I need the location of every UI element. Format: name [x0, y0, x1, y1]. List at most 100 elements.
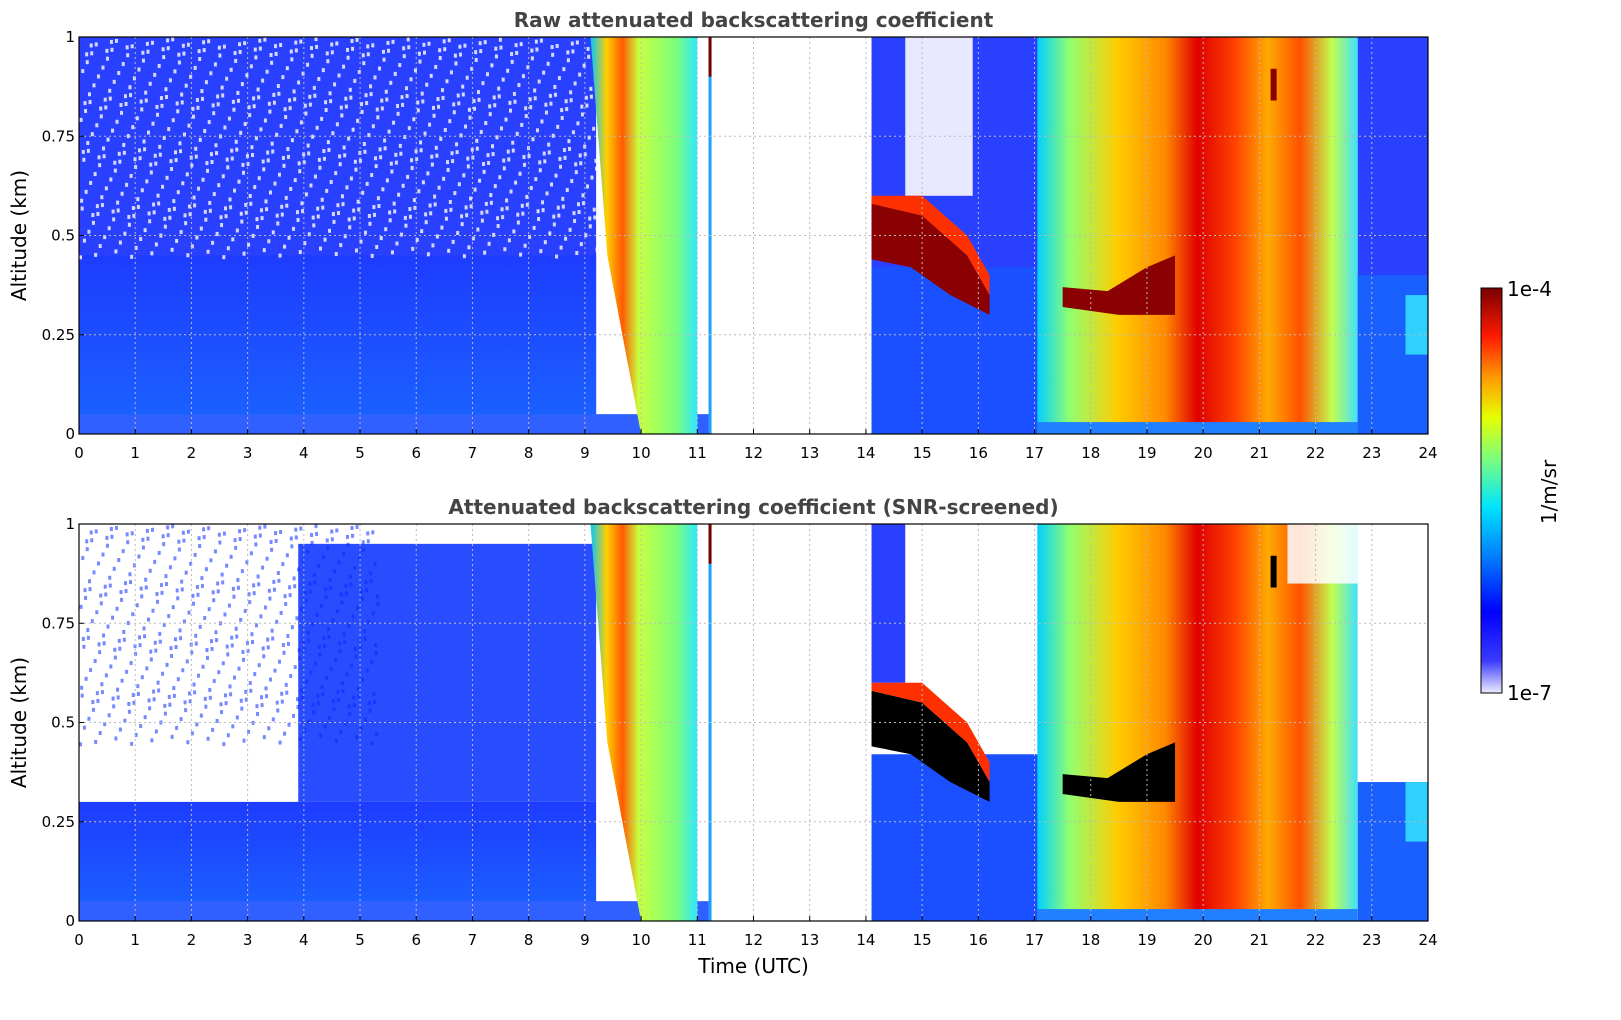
- noise-speckle: [165, 175, 169, 180]
- noise-speckle: [422, 42, 426, 47]
- noise-speckle: [89, 180, 93, 185]
- noise-speckle: [354, 248, 358, 253]
- noise-speckle: [110, 47, 114, 52]
- noise-speckle: [277, 659, 281, 664]
- noise-speckle: [335, 41, 339, 46]
- noise-speckle: [161, 671, 165, 676]
- surface-band: [79, 901, 709, 921]
- noise-speckle: [279, 610, 283, 615]
- noise-speckle: [373, 75, 377, 80]
- noise-speckle: [412, 117, 416, 122]
- noise-speckle: [267, 588, 271, 593]
- noise-speckle: [118, 727, 122, 732]
- noise-speckle: [105, 535, 109, 540]
- noise-speckle: [369, 571, 373, 576]
- noise-speckle: [216, 581, 220, 586]
- noise-speckle: [96, 211, 100, 216]
- noise-speckle: [233, 675, 237, 680]
- noise-speckle: [215, 638, 219, 643]
- noise-speckle: [86, 628, 90, 633]
- noise-speckle: [349, 663, 353, 668]
- noise-speckle: [136, 684, 140, 689]
- noise-speckle: [379, 155, 383, 160]
- noise-speckle: [108, 88, 112, 93]
- noise-speckle: [121, 549, 125, 554]
- noise-speckle: [200, 576, 204, 581]
- noise-speckle: [82, 725, 86, 730]
- noise-speckle: [480, 218, 484, 223]
- noise-speckle: [352, 216, 356, 221]
- noise-speckle: [298, 737, 302, 742]
- noise-speckle: [143, 634, 147, 639]
- noise-speckle: [94, 252, 98, 257]
- noise-speckle: [191, 106, 195, 111]
- noise-speckle: [413, 205, 417, 210]
- noise-speckle: [108, 96, 112, 101]
- noise-speckle: [260, 703, 264, 708]
- noise-speckle: [126, 540, 130, 545]
- noise-speckle: [138, 156, 142, 161]
- noise-speckle: [297, 80, 301, 85]
- noise-speckle: [551, 52, 555, 57]
- noise-speckle: [94, 42, 98, 47]
- noise-speckle: [511, 140, 515, 145]
- noise-speckle: [551, 133, 555, 138]
- noise-speckle: [113, 647, 117, 652]
- noise-speckle: [103, 97, 107, 102]
- noise-speckle: [285, 553, 289, 558]
- noise-speckle: [318, 165, 322, 170]
- noise-speckle: [464, 205, 468, 210]
- noise-speckle: [109, 39, 113, 44]
- noise-speckle: [227, 603, 231, 608]
- noise-speckle: [232, 594, 236, 599]
- noise-speckle: [149, 170, 153, 175]
- noise-speckle: [111, 615, 115, 620]
- noise-speckle: [132, 563, 136, 568]
- noise-speckle: [115, 606, 119, 611]
- noise-speckle: [112, 566, 116, 571]
- noise-speckle: [409, 77, 413, 82]
- noise-speckle: [179, 717, 183, 722]
- noise-speckle: [257, 176, 261, 181]
- noise-speckle: [157, 688, 161, 693]
- noise-speckle: [191, 593, 195, 598]
- noise-speckle: [563, 155, 567, 160]
- noise-speckle: [194, 154, 198, 159]
- noise-speckle: [153, 153, 157, 158]
- noise-speckle: [301, 209, 305, 214]
- noise-speckle: [249, 688, 253, 693]
- noise-speckle: [327, 634, 331, 639]
- noise-speckle: [98, 163, 102, 168]
- noise-speckle: [171, 37, 175, 42]
- noise-speckle: [460, 214, 464, 219]
- noise-speckle: [175, 238, 179, 243]
- noise-speckle: [375, 107, 379, 112]
- x-tick-label: 24: [1418, 931, 1437, 949]
- noise-speckle: [270, 628, 274, 633]
- y-tick-label: 0: [65, 912, 75, 930]
- noise-speckle: [214, 630, 218, 635]
- noise-speckle: [334, 251, 338, 256]
- clear-region: [905, 37, 973, 196]
- noise-speckle: [119, 590, 123, 595]
- noise-speckle: [80, 206, 84, 211]
- noise-speckle: [593, 215, 597, 220]
- noise-speckle: [96, 74, 100, 79]
- noise-speckle: [200, 583, 204, 588]
- noise-speckle: [118, 159, 122, 164]
- noise-speckle: [170, 166, 174, 171]
- noise-speckle: [398, 143, 402, 148]
- x-tick-label: 23: [1362, 444, 1381, 462]
- noise-speckle: [387, 48, 391, 53]
- noise-speckle: [397, 192, 401, 197]
- noise-speckle: [229, 692, 233, 697]
- noise-speckle: [102, 641, 106, 646]
- noise-speckle: [254, 55, 258, 60]
- noise-speckle: [537, 79, 541, 84]
- noise-speckle: [127, 709, 131, 714]
- noise-speckle: [285, 203, 289, 208]
- noise-speckle: [212, 679, 216, 684]
- noise-speckle: [565, 107, 569, 112]
- x-tick-label: 18: [1081, 931, 1100, 949]
- noise-speckle: [372, 692, 376, 697]
